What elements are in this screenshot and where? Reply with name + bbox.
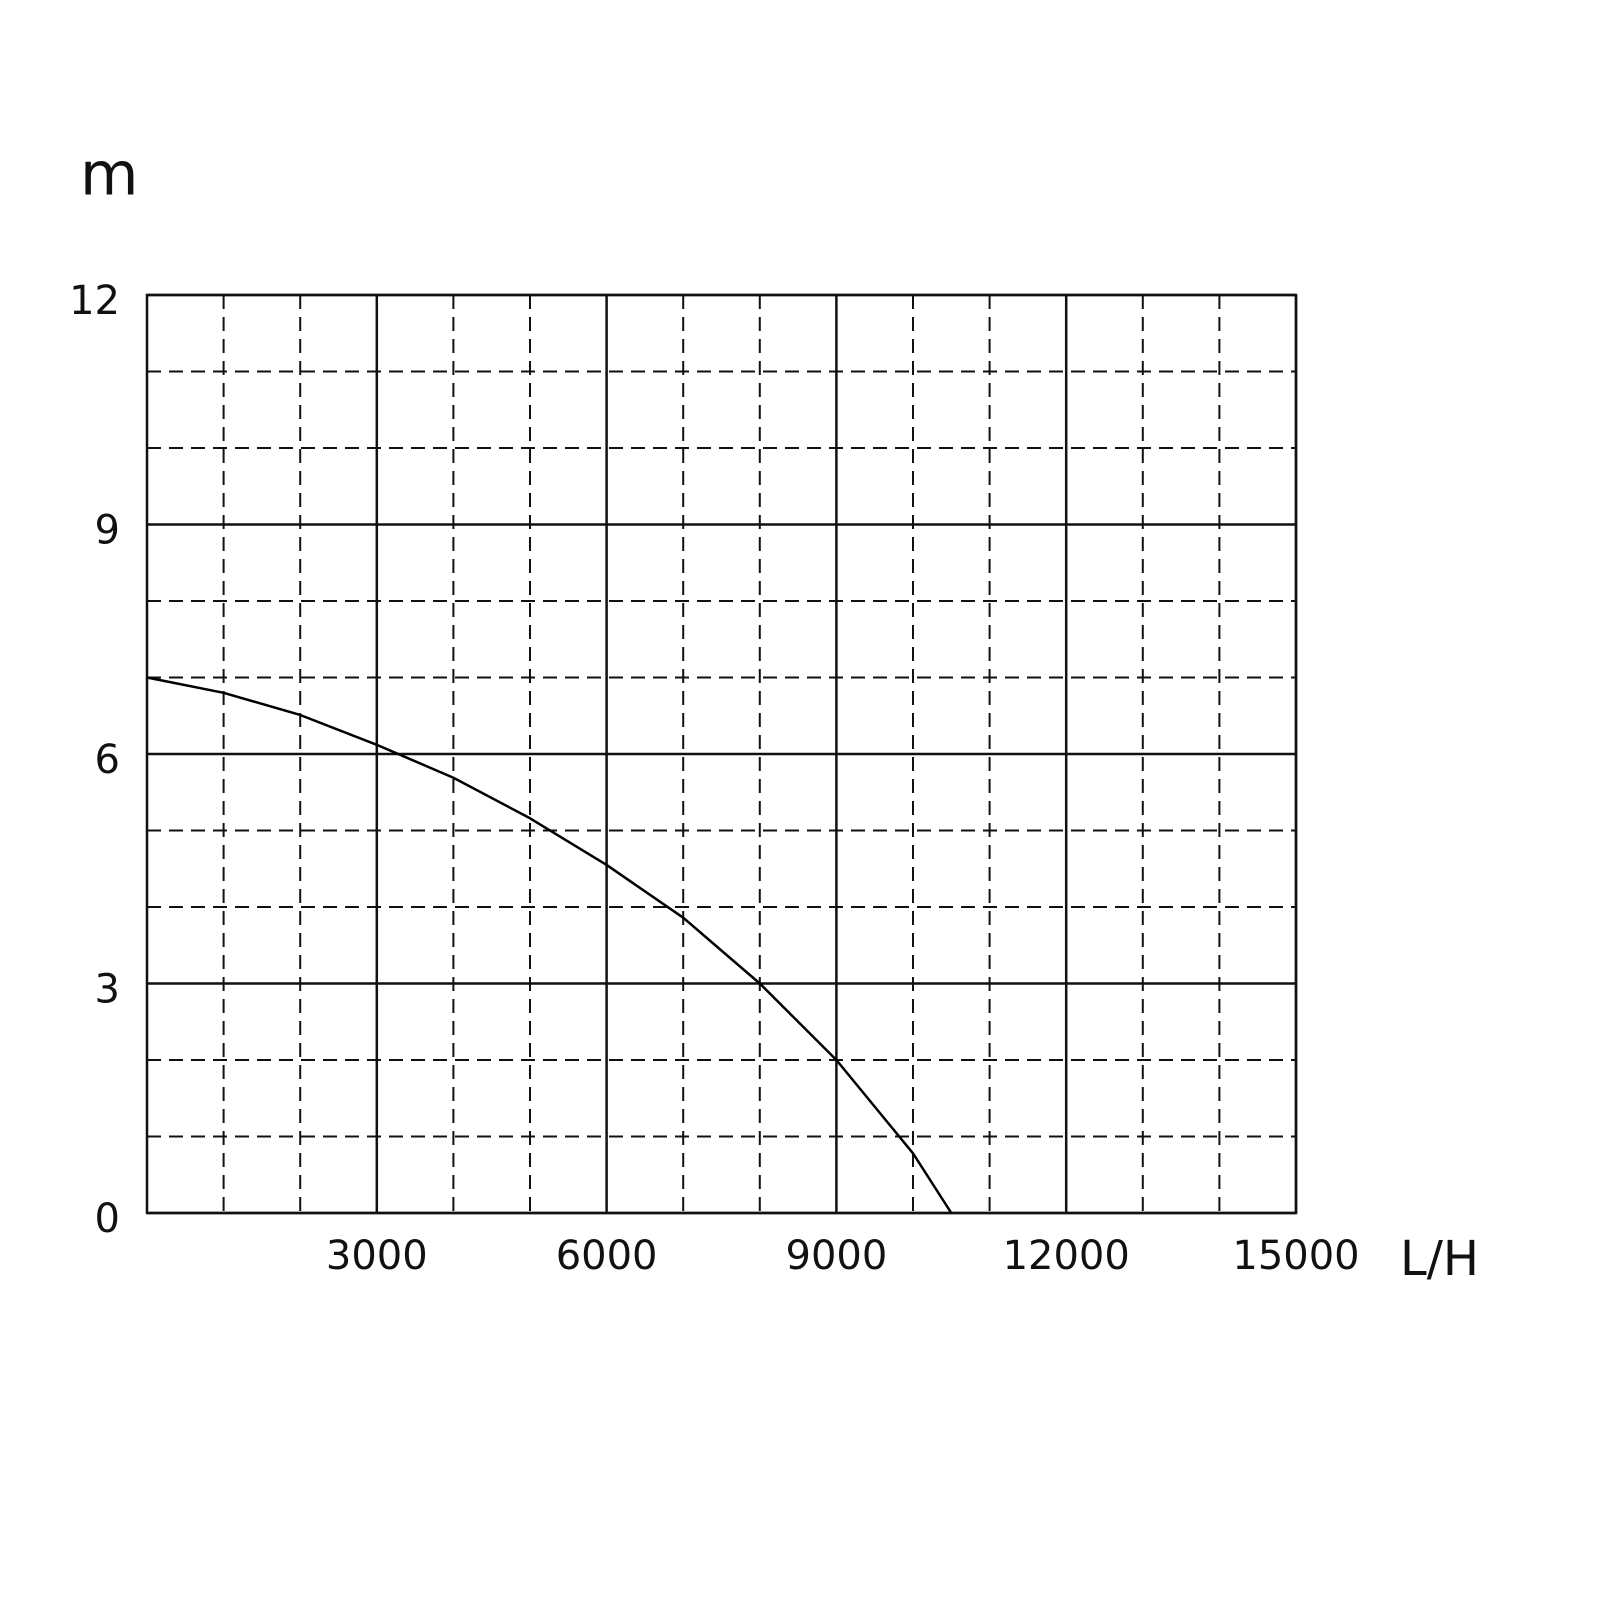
curve [146,676,953,1214]
x-tick-label: 3000 [326,1233,428,1279]
y-tick-label: 6 [95,737,120,783]
y-tick-label: 0 [95,1196,120,1242]
x-tick-label: 9000 [786,1233,888,1279]
x-axis-label: L/H [1400,1231,1479,1287]
x-tick-label: 6000 [556,1233,658,1279]
y-tick-label: 9 [95,508,120,554]
y-tick-label: 3 [95,967,120,1013]
y-axis-label: m [80,140,138,210]
x-tick-label: 15000 [1232,1233,1359,1279]
plot-frame [145,293,1298,1215]
x-tick-label: 12000 [1003,1233,1130,1279]
y-tick-label: 12 [69,278,120,324]
